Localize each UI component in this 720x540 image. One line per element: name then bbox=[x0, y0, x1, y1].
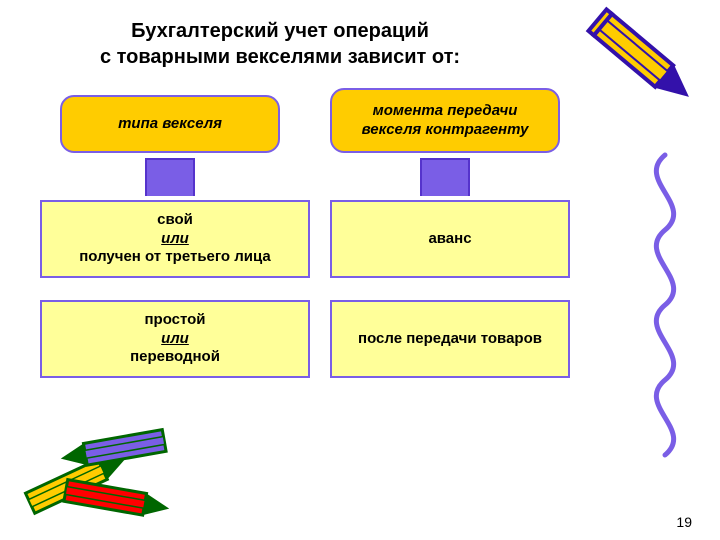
header-right-line2: векселя контрагенту bbox=[362, 121, 529, 140]
right-bot-text: после передачи товаров bbox=[358, 330, 542, 349]
box-right-bot: после передачи товаров bbox=[330, 300, 570, 378]
header-box-left: типа векселя bbox=[60, 95, 280, 153]
connector-right bbox=[420, 158, 470, 196]
header-box-right: момента передачи векселя контрагенту bbox=[330, 88, 560, 153]
title-line2: с товарными векселями зависит от: bbox=[100, 46, 460, 68]
box-left-bot: простой или переводной bbox=[40, 300, 310, 378]
connector-left bbox=[145, 158, 195, 196]
title-line1: Бухгалтерский учет операций bbox=[131, 20, 429, 42]
left-bot-line3: переводной bbox=[130, 348, 220, 367]
left-mid-line2: или bbox=[161, 230, 189, 249]
header-right-line1: момента передачи bbox=[373, 102, 518, 121]
crayon-icon bbox=[570, 0, 720, 150]
left-mid-line1: свой bbox=[157, 211, 193, 230]
left-bot-line2: или bbox=[161, 330, 189, 349]
slide-title: Бухгалтерский учет операций с товарными … bbox=[0, 18, 560, 70]
header-left-text: типа векселя bbox=[118, 115, 222, 134]
right-mid-text: аванс bbox=[428, 230, 471, 249]
left-mid-line3: получен от третьего лица bbox=[79, 248, 271, 267]
page-number: 19 bbox=[676, 514, 692, 530]
box-left-mid: свой или получен от третьего лица bbox=[40, 200, 310, 278]
left-bot-line1: простой bbox=[144, 311, 205, 330]
squiggle-icon bbox=[625, 150, 705, 470]
crayons-pile-icon bbox=[0, 370, 210, 540]
box-right-mid: аванс bbox=[330, 200, 570, 278]
